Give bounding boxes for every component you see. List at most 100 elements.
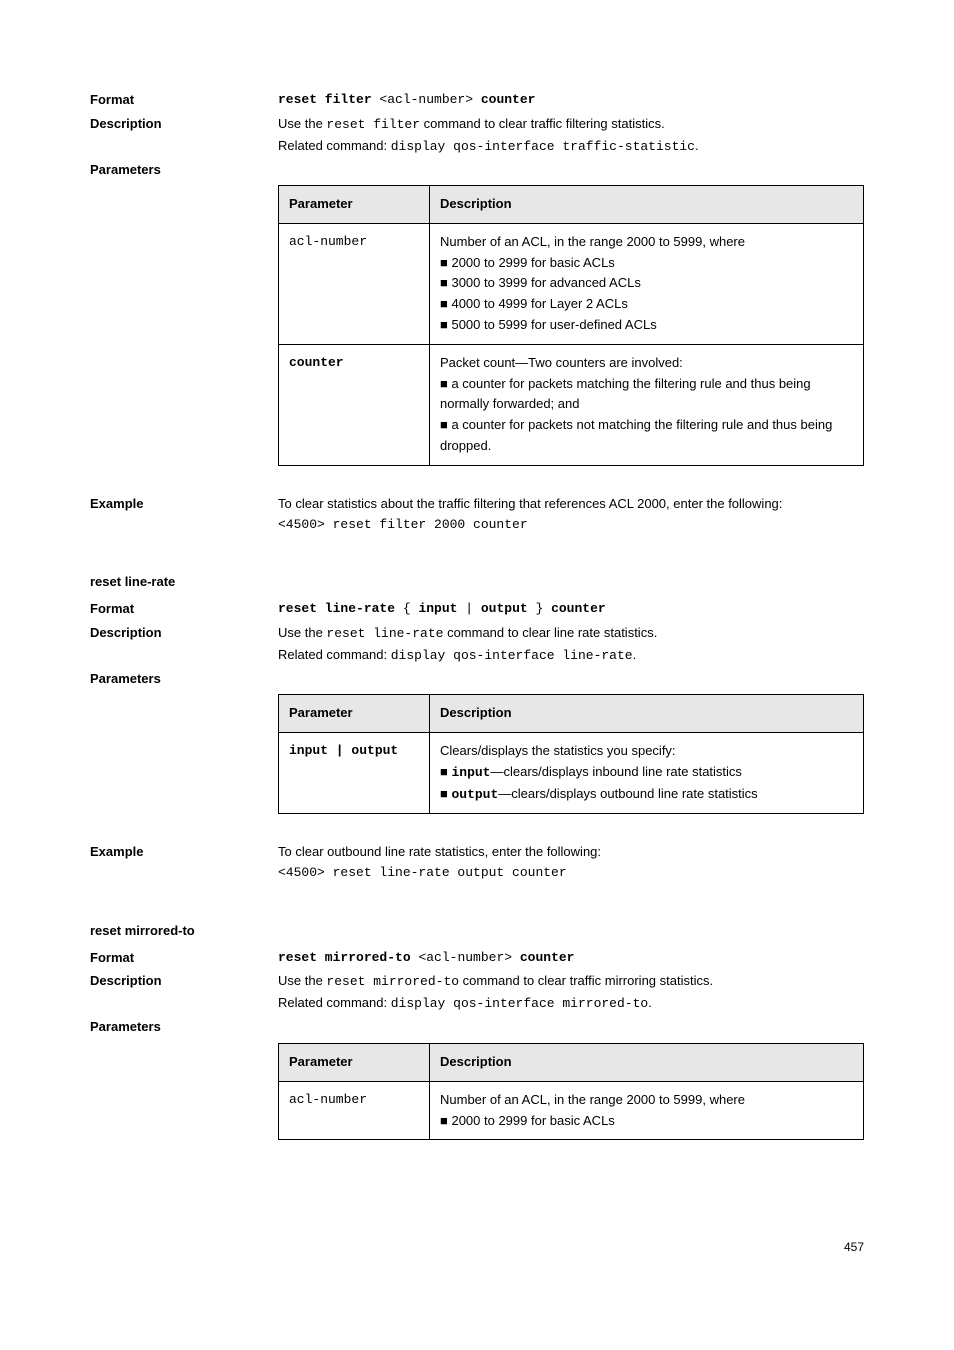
table-row: acl-number Number of an ACL, in the rang… [279,223,864,344]
format-label: Format [90,90,278,110]
inline-code: output [451,787,498,802]
col-description: Description [430,695,864,733]
description-label: Description [90,625,278,663]
col-description: Description [430,186,864,224]
parameters-row: Parameters [90,1017,864,1037]
parameters-table: Parameter Description input | output Cle… [278,694,864,814]
desc-line: Use the reset filter command to clear tr… [278,116,864,132]
format-row: Format reset line-rate { input | output … [90,599,864,619]
cmd-keyword: reset line-rate [278,601,403,616]
bullet: ■ [440,1113,451,1128]
bullet-text: 5000 to 5999 for user-defined ACLs [451,317,656,332]
inline-code: reset filter [326,117,420,132]
bullet-text: 2000 to 2999 for basic ACLs [451,255,614,270]
example-code: <4500> reset filter 2000 counter [278,515,864,535]
section-title: reset line-rate [90,574,864,589]
table-row: input | output Clears/displays the stati… [279,733,864,814]
inline-code: reset line-rate [326,626,443,641]
description-label: Description [90,116,278,154]
inline-code: display qos-interface mirrored-to [391,996,648,1011]
bullet-text: a counter for packets not matching the f… [440,417,832,453]
page-number: 457 [844,1240,864,1254]
example-row: Example To clear outbound line rate stat… [90,844,864,859]
col-parameter: Parameter [279,1043,430,1081]
example-row: Example To clear statistics about the tr… [90,496,864,511]
cmd-arg: { [403,601,419,616]
parameters-label: Parameters [90,669,278,689]
format-row: Format reset filter <acl-number> counter [90,90,864,110]
description-body: Use the reset mirrored-to command to cle… [278,973,864,1011]
format-value: reset line-rate { input | output } count… [278,599,864,619]
page-footer: 457 [0,1240,954,1254]
bullet: ■ [440,255,451,270]
param-desc: Clears/displays the statistics you speci… [430,733,864,814]
param-name: acl-number [279,1081,430,1140]
cmd-arg: <acl-number> [379,92,473,107]
bullet-text: —clears/displays inbound line rate stati… [490,764,741,779]
parameters-table: Parameter Description acl-number Number … [278,1043,864,1140]
bullet: ■ [440,317,451,332]
bullet-text: 2000 to 2999 for basic ACLs [451,1113,614,1128]
description-label: Description [90,973,278,1011]
example-code: <4500> reset line-rate output counter [278,863,864,883]
param-desc-text: Clears/displays the statistics you speci… [440,743,676,758]
desc-line: Use the reset line-rate command to clear… [278,625,864,641]
section-reset-mirrored-to: reset mirrored-to Format reset mirrored-… [90,923,864,1140]
param-name: counter [279,344,430,465]
format-row: Format reset mirrored-to <acl-number> co… [90,948,864,968]
param-name: input | output [279,733,430,814]
bullet-text: a counter for packets matching the filte… [440,376,811,412]
example-label: Example [90,496,278,511]
desc-line: Related command: display qos-interface m… [278,995,864,1011]
desc-line: Use the reset mirrored-to command to cle… [278,973,864,989]
table-header-row: Parameter Description [279,186,864,224]
parameters-row: Parameters [90,160,864,180]
section-reset-filter: Format reset filter <acl-number> counter… [90,90,864,534]
param-desc: Number of an ACL, in the range 2000 to 5… [430,1081,864,1140]
cmd-keyword: output [481,601,528,616]
param-desc-text: Packet count—Two counters are involved: [440,355,683,370]
cmd-sep: | [457,601,480,616]
description-body: Use the reset line-rate command to clear… [278,625,864,663]
example-text: To clear statistics about the traffic fi… [278,496,864,511]
format-label: Format [90,948,278,968]
param-name: acl-number [279,223,430,344]
table-header-row: Parameter Description [279,1043,864,1081]
param-desc: Packet count—Two counters are involved: … [430,344,864,465]
bullet: ■ [440,764,451,779]
description-body: Use the reset filter command to clear tr… [278,116,864,154]
section-reset-line-rate: reset line-rate Format reset line-rate {… [90,574,864,883]
bullet-text: —clears/displays outbound line rate stat… [498,786,757,801]
document-page: Format reset filter <acl-number> counter… [0,0,954,1240]
cmd-keyword: input [418,601,457,616]
example-text: To clear outbound line rate statistics, … [278,844,864,859]
cmd-keyword: counter [512,950,574,965]
cmd-keyword: reset filter [278,92,379,107]
example-label: Example [90,844,278,859]
bullet: ■ [440,275,451,290]
description-row: Description Use the reset mirrored-to co… [90,973,864,1011]
bullet: ■ [440,417,451,432]
format-value: reset filter <acl-number> counter [278,90,864,110]
param-desc-text: Number of an ACL, in the range 2000 to 5… [440,234,745,249]
format-label: Format [90,599,278,619]
cmd-keyword-2: counter [473,92,535,107]
inline-code: input [451,765,490,780]
col-parameter: Parameter [279,695,430,733]
bullet-text: 4000 to 4999 for Layer 2 ACLs [451,296,627,311]
parameters-label: Parameters [90,160,278,180]
table-row: counter Packet count—Two counters are in… [279,344,864,465]
inline-code: display qos-interface traffic-statistic [391,139,695,154]
param-desc-text: Number of an ACL, in the range 2000 to 5… [440,1092,745,1107]
bullet-text: 3000 to 3999 for advanced ACLs [451,275,640,290]
parameters-table: Parameter Description acl-number Number … [278,185,864,466]
format-value: reset mirrored-to <acl-number> counter [278,948,864,968]
description-row: Description Use the reset line-rate comm… [90,625,864,663]
cmd-arg: <acl-number> [418,950,512,965]
inline-code: reset mirrored-to [326,974,459,989]
inline-code: display qos-interface line-rate [391,648,633,663]
col-parameter: Parameter [279,186,430,224]
bullet: ■ [440,786,451,801]
section-title: reset mirrored-to [90,923,864,938]
bullet: ■ [440,376,451,391]
